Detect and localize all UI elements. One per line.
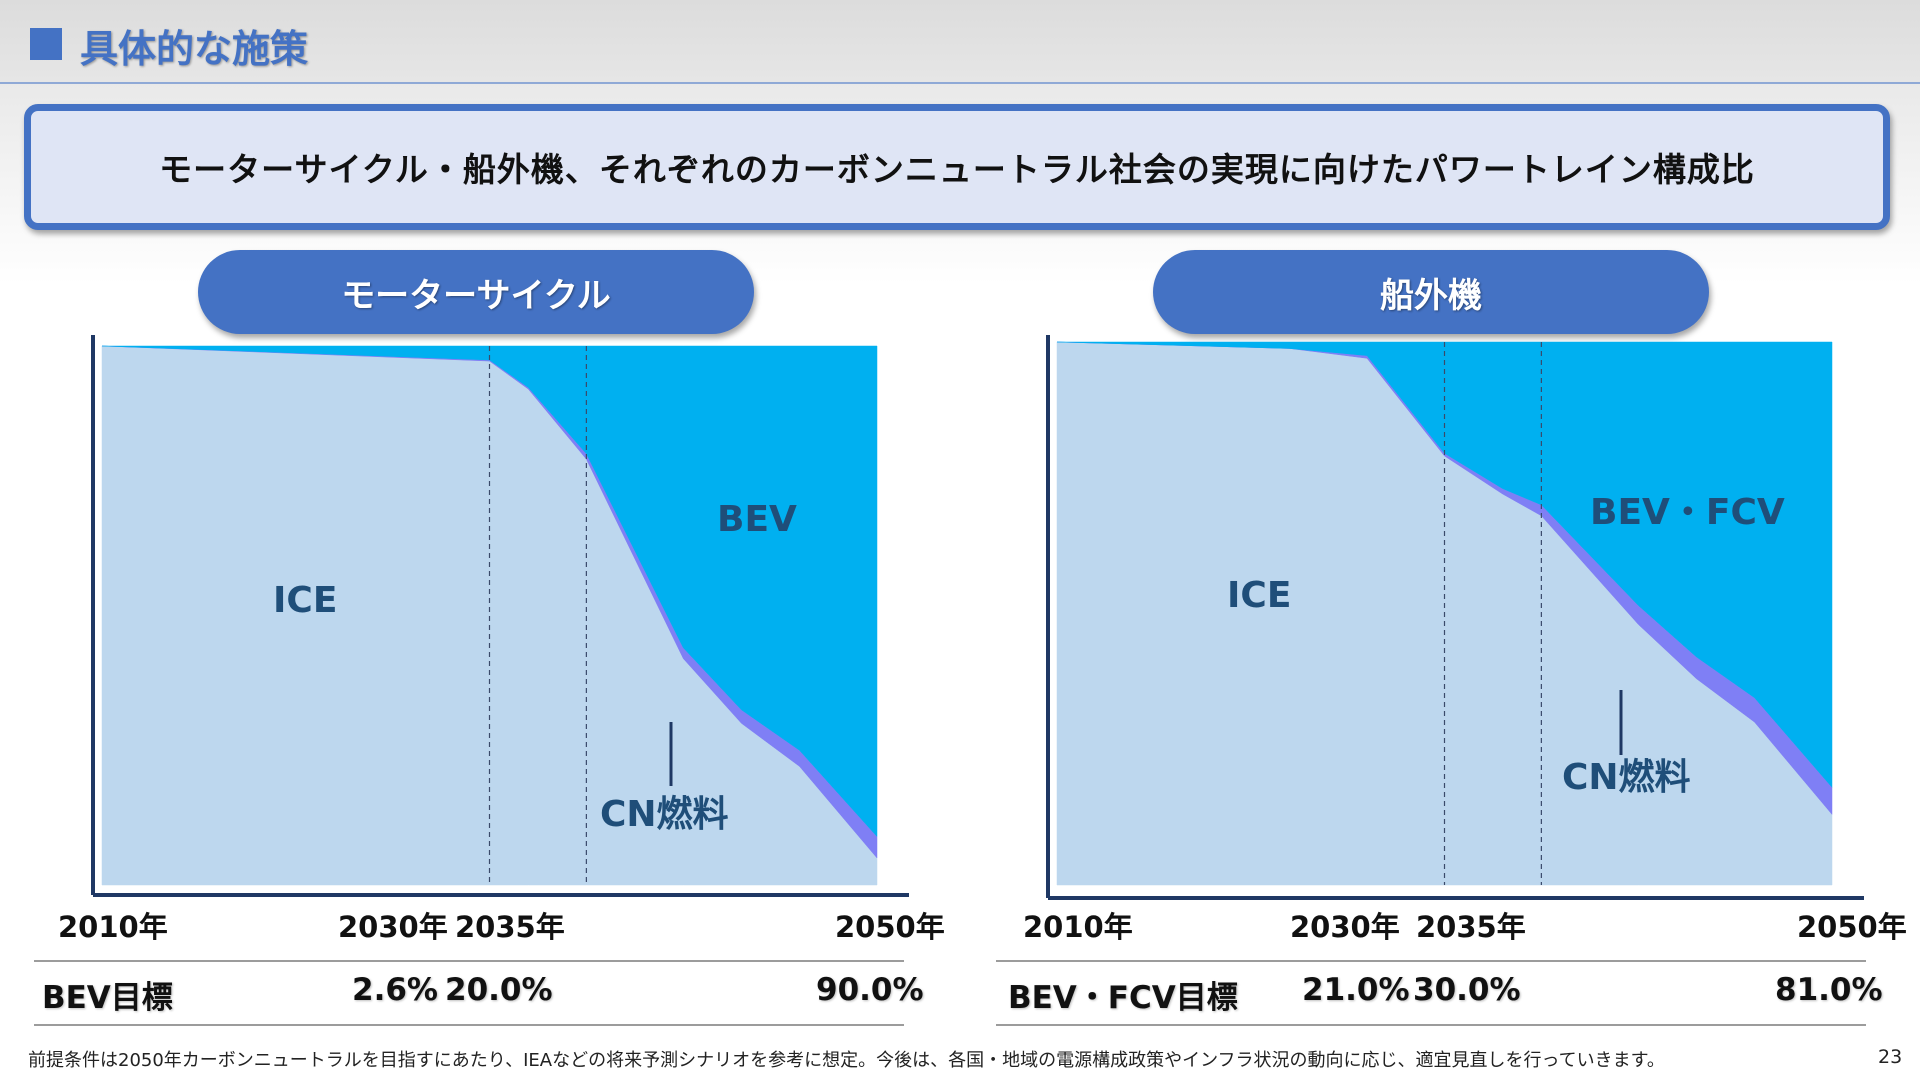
ice-label: ICE xyxy=(273,580,337,621)
headline-box: モーターサイクル・船外機、それぞれのカーボンニュートラル社会の実現に向けたパワー… xyxy=(24,104,1890,230)
outboard-divider-bottom xyxy=(996,1024,1866,1026)
outboard-target-2035: 30.0% xyxy=(1413,972,1521,1008)
page-number: 23 xyxy=(1878,1046,1903,1068)
motorcycle-target-2050: 90.0% xyxy=(816,972,924,1008)
motorcycle-heading: モーターサイクル xyxy=(198,250,754,334)
page-title: 具体的な施策 xyxy=(80,27,309,71)
motorcycle-year-2050: 2050年 xyxy=(835,910,945,944)
outboard-year-2050: 2050年 xyxy=(1797,910,1907,944)
motorcycle-target-2035: 20.0% xyxy=(445,972,553,1008)
headline-text: モーターサイクル・船外機、それぞれのカーボンニュートラル社会の実現に向けたパワー… xyxy=(159,150,1755,189)
outboard-year-2035: 2035年 xyxy=(1416,910,1526,944)
ice-label: ICE xyxy=(1227,575,1291,616)
outboard-target-2030: 21.0% xyxy=(1302,972,1410,1008)
outboard-target-2050: 81.0% xyxy=(1775,972,1883,1008)
bev-label: BEV xyxy=(717,499,797,540)
outboard-heading: 船外機 xyxy=(1153,250,1709,334)
outboard-target-label: BEV・FCV目標 xyxy=(1008,980,1238,1016)
motorcycle-year-2030: 2030年 xyxy=(338,910,448,944)
motorcycle-year-2035: 2035年 xyxy=(455,910,565,944)
cn-fuel-label: CN燃料 xyxy=(1562,757,1691,798)
outboard-year-2030: 2030年 xyxy=(1290,910,1400,944)
motorcycle-area-chart: ICE BEV CN燃料 xyxy=(91,335,909,897)
bev-area xyxy=(1056,341,1833,788)
cn-fuel-label: CN燃料 xyxy=(600,794,729,835)
outboard-divider-top xyxy=(996,960,1866,962)
motorcycle-year-2010: 2010年 xyxy=(58,910,168,944)
footnote: 前提条件は2050年カーボンニュートラルを目指すにあたり、IEAなどの将来予測シ… xyxy=(28,1050,1665,1071)
outboard-area-chart: ICE BEV・FCV CN燃料 xyxy=(1046,335,1864,900)
bev-area xyxy=(101,345,878,838)
title-square-icon xyxy=(30,28,62,60)
outboard-year-2010: 2010年 xyxy=(1023,910,1133,944)
motorcycle-divider-top xyxy=(34,960,904,962)
motorcycle-target-label: BEV目標 xyxy=(42,980,173,1016)
title-bar xyxy=(0,0,1920,84)
motorcycle-divider-bottom xyxy=(34,1024,904,1026)
bev-label: BEV・FCV xyxy=(1590,492,1785,533)
motorcycle-target-2030: 2.6% xyxy=(352,972,438,1008)
